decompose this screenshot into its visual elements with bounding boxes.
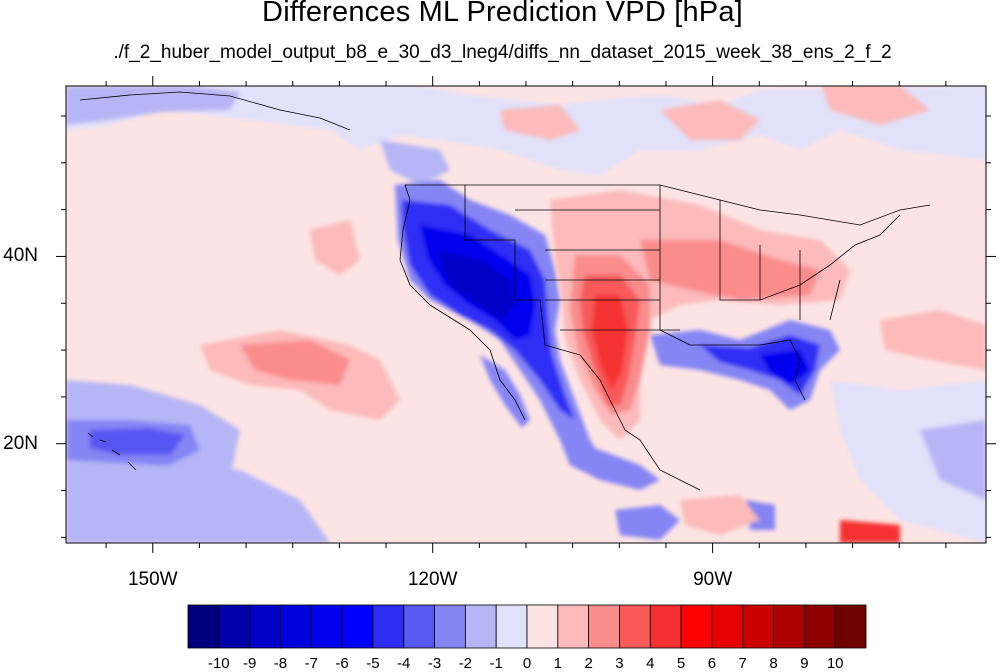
colorbar: [187, 604, 867, 649]
colorbar-tick-label: 6: [707, 655, 717, 672]
colorbar-tick-label: 3: [615, 655, 624, 672]
lon-tick-label: 90W: [693, 569, 733, 590]
colorbar-swatch: [187, 604, 220, 649]
colorbar-swatch: [434, 604, 466, 649]
colorbar-tick-label: -9: [242, 655, 257, 672]
colorbar-swatch: [557, 604, 590, 649]
negative-anomaly-areas: [66, 86, 986, 543]
colorbar-tick-label: -5: [366, 655, 380, 672]
lon-tick-label: 150W: [127, 569, 178, 590]
colorbar-tick-label: 5: [676, 655, 686, 672]
colorbar-swatch: [680, 604, 713, 649]
colorbar-swatch: [711, 604, 744, 649]
colorbar-tick-label: -4: [397, 655, 411, 672]
lat-tick-label: 40N: [3, 245, 38, 267]
colorbar-swatch: [495, 604, 528, 649]
colorbar-swatch: [341, 604, 374, 649]
colorbar-tick-label: 7: [738, 655, 747, 672]
colorbar-swatch: [588, 604, 620, 649]
colorbar-swatch: [464, 604, 497, 649]
colorbar-swatch: [619, 604, 651, 649]
political-boundaries: [79, 91, 931, 491]
colorbar-tick-label: 8: [769, 655, 778, 672]
colorbar-tick-label: 9: [800, 655, 809, 672]
colorbar-swatch: [218, 604, 251, 649]
colorbar-swatch: [649, 604, 682, 649]
colorbar-tick-label: 0: [522, 655, 532, 672]
colorbar-swatch: [310, 604, 343, 649]
figure-title: Differences ML Prediction VPD [hPa]: [262, 0, 743, 28]
colorbar-swatch: [280, 604, 312, 649]
colorbar-swatch: [773, 604, 805, 649]
colorbar-tick-label: -1: [489, 655, 503, 672]
colorbar-swatch: [526, 604, 559, 649]
colorbar-tick-label: 2: [584, 655, 593, 672]
colorbar-swatch: [834, 604, 867, 649]
lat-tick-label: 20N: [3, 432, 38, 454]
colorbar-tick-label: 4: [646, 655, 655, 672]
positive-anomaly-areas: [200, 86, 986, 543]
colorbar-tick-label: -10: [207, 655, 230, 672]
colorbar-tick-label: -3: [427, 655, 442, 672]
colorbar-swatch: [803, 604, 836, 649]
colorbar-tick-label: -2: [458, 655, 473, 672]
colorbar-tick-label: -7: [304, 655, 318, 672]
colorbar-tick-label: -6: [335, 655, 349, 672]
figure-subtitle: ./f_2_huber_model_output_b8_e_30_d3_lneg…: [113, 42, 892, 63]
colorbar-tick-label: -8: [273, 655, 288, 672]
colorbar-tick-label: 1: [553, 655, 562, 672]
colorbar-swatch: [403, 604, 435, 649]
lon-tick-label: 120W: [407, 569, 458, 590]
colorbar-swatch: [249, 604, 281, 649]
colorbar-tick-label: 10: [826, 655, 844, 672]
axis-ticks: [56, 76, 996, 553]
colorbar-swatch: [742, 604, 774, 649]
colorbar-swatch: [372, 604, 405, 649]
map-field: [66, 86, 986, 543]
